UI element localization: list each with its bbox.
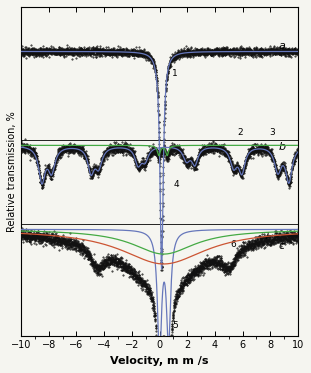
Text: 7: 7 [263,232,269,241]
Text: 6: 6 [230,240,236,249]
Text: 2: 2 [237,128,243,138]
X-axis label: Velocity, m m /s: Velocity, m m /s [110,356,209,366]
Text: 5: 5 [172,321,178,330]
Y-axis label: Relative transmission, %: Relative transmission, % [7,111,17,232]
Text: c: c [279,241,285,251]
Text: 1: 1 [172,69,178,78]
Text: 3: 3 [269,128,275,138]
Text: 4: 4 [173,181,179,189]
Text: b: b [279,142,286,152]
Text: a: a [279,41,285,51]
